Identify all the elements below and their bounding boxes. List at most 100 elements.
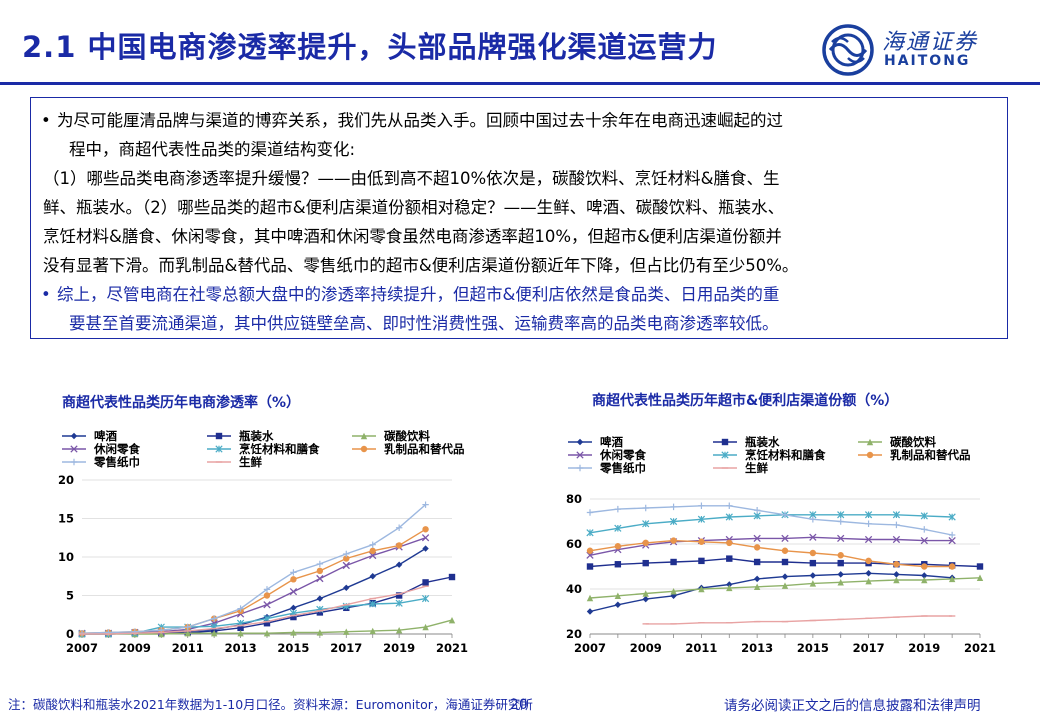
data-point bbox=[290, 569, 297, 576]
page-title: 2.1 中国电商渗透率提升，头部品牌强化渠道运营力 bbox=[22, 30, 718, 64]
y-tick-label: 60 bbox=[566, 537, 582, 551]
logo-chinese-text: 海通证券 bbox=[882, 30, 979, 55]
data-point bbox=[921, 526, 928, 533]
legend-item: 瓶装水 bbox=[713, 435, 780, 449]
data-point bbox=[316, 567, 324, 575]
data-point bbox=[395, 561, 403, 568]
data-point bbox=[422, 579, 429, 586]
legend-item: 碳酸饮料 bbox=[858, 435, 936, 449]
data-point bbox=[948, 531, 956, 539]
data-point bbox=[263, 620, 271, 627]
data-point bbox=[395, 626, 403, 634]
data-point bbox=[586, 563, 594, 570]
title-divider bbox=[0, 82, 1040, 85]
data-point bbox=[642, 504, 649, 512]
data-point bbox=[921, 572, 928, 579]
legend-label: 乳制品和替代品 bbox=[384, 442, 465, 456]
data-point bbox=[976, 563, 984, 570]
series-line bbox=[589, 514, 953, 534]
legend-label: 烹饪材料和膳食 bbox=[745, 448, 826, 462]
data-point bbox=[642, 520, 650, 528]
data-point bbox=[316, 574, 324, 583]
data-point bbox=[920, 536, 928, 545]
legend-marker bbox=[866, 438, 874, 446]
y-tick-label: 20 bbox=[566, 627, 582, 641]
legend-marker bbox=[721, 451, 729, 459]
data-point bbox=[837, 534, 845, 543]
data-point bbox=[642, 559, 649, 567]
y-tick-label: 15 bbox=[58, 512, 74, 526]
legend-marker bbox=[215, 445, 223, 453]
data-point bbox=[837, 511, 845, 519]
data-point bbox=[809, 580, 817, 587]
data-point bbox=[781, 534, 789, 543]
x-tick-label: 2011 bbox=[685, 641, 717, 655]
data-point bbox=[614, 561, 622, 568]
series-line bbox=[589, 505, 953, 536]
legend-item: 啤酒 bbox=[62, 429, 117, 443]
x-tick-label: 2009 bbox=[630, 641, 662, 655]
series bbox=[586, 574, 984, 602]
data-point bbox=[422, 623, 429, 631]
data-point bbox=[237, 630, 244, 637]
data-point bbox=[921, 563, 928, 570]
data-point bbox=[263, 586, 271, 593]
legend-marker bbox=[576, 464, 584, 472]
data-point bbox=[726, 584, 733, 592]
legend-item: 生鲜 bbox=[207, 455, 262, 469]
x-tick-label: 2019 bbox=[383, 641, 415, 655]
legend-item: 瓶装水 bbox=[207, 429, 274, 443]
bullet-mark: • bbox=[41, 285, 51, 304]
data-point bbox=[670, 588, 677, 595]
data-point bbox=[422, 526, 429, 533]
data-point bbox=[586, 529, 594, 537]
legend-label: 啤酒 bbox=[94, 429, 117, 443]
legend-label: 啤酒 bbox=[600, 435, 623, 449]
data-point bbox=[369, 541, 376, 548]
bullet-mark: • bbox=[41, 111, 51, 130]
legend-item: 零售纸巾 bbox=[62, 455, 140, 469]
legend-item: 乳制品和替代品 bbox=[352, 442, 465, 456]
data-point bbox=[343, 584, 350, 591]
data-point bbox=[893, 521, 900, 529]
data-point bbox=[781, 511, 789, 518]
y-tick-label: 20 bbox=[58, 473, 74, 487]
legend-marker bbox=[360, 445, 368, 453]
data-point bbox=[698, 538, 705, 545]
data-point bbox=[837, 579, 844, 586]
x-tick-label: 2015 bbox=[277, 641, 309, 655]
data-point bbox=[184, 623, 191, 631]
data-point bbox=[210, 615, 218, 622]
haitong-logo: 海通证券 HAITONG bbox=[820, 22, 1030, 78]
series bbox=[586, 537, 956, 570]
data-point bbox=[809, 572, 817, 579]
data-point bbox=[586, 608, 594, 615]
page-number: 20 bbox=[510, 697, 528, 713]
data-point bbox=[698, 585, 705, 593]
data-point bbox=[78, 630, 86, 637]
series-line bbox=[589, 536, 953, 556]
chart-title-ecommerce: 商超代表性品类历年电商渗透率（%） bbox=[62, 395, 301, 411]
x-tick-label: 2011 bbox=[172, 641, 204, 655]
data-point bbox=[864, 511, 873, 519]
data-point bbox=[753, 558, 761, 566]
paragraph-intro: • 为尽可能厘清品牌与渠道的博弈关系，我们先从品类入手。回顾中国过去十余年在电商… bbox=[41, 106, 997, 164]
legend-item: 烹饪材料和膳食 bbox=[207, 442, 320, 456]
data-point bbox=[809, 533, 817, 541]
data-point bbox=[237, 624, 244, 632]
y-tick-label: 10 bbox=[58, 550, 74, 564]
legend-marker bbox=[866, 451, 874, 459]
data-point bbox=[263, 630, 271, 637]
data-point bbox=[369, 600, 377, 608]
legend-label: 零售纸巾 bbox=[599, 461, 646, 475]
data-point bbox=[948, 513, 956, 521]
data-point bbox=[316, 595, 324, 602]
data-point bbox=[837, 571, 844, 578]
data-point bbox=[614, 601, 622, 608]
data-point bbox=[865, 520, 872, 527]
data-point bbox=[892, 511, 901, 519]
data-point bbox=[263, 592, 271, 599]
